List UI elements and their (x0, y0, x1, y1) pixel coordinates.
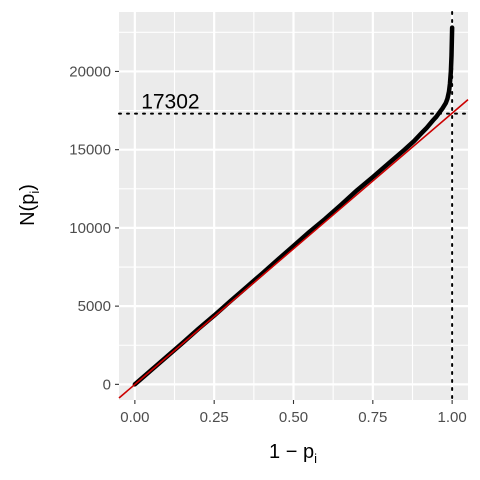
annotations: 17302 (141, 91, 199, 114)
y-tick-label: 5000 (78, 298, 111, 315)
series-layer (118, 25, 469, 399)
y-tick-label: 20000 (69, 63, 111, 80)
x-tick-label: 0.50 (279, 409, 308, 426)
x-axis-title: 1 − pi (269, 441, 317, 466)
x-tick-label: 1.00 (438, 409, 467, 426)
axis-ticks (115, 70, 453, 404)
x-tick-label: 0.75 (358, 409, 387, 426)
tick-labels: 0.00 0.25 0.50 0.75 1.00 0 5000 10000 15000 20000 (69, 63, 466, 426)
observed-curve (132, 25, 455, 387)
y-tick-label: 10000 (69, 220, 111, 237)
y-axis-title: N(pi) (17, 184, 42, 226)
annotation-label: 17302 (141, 91, 199, 114)
reference-line (118, 99, 469, 399)
x-tick-label: 0.25 (200, 409, 229, 426)
y-tick-label: 15000 (69, 142, 111, 159)
x-tick-label: 0.00 (120, 409, 149, 426)
y-tick-label: 0 (103, 376, 111, 393)
